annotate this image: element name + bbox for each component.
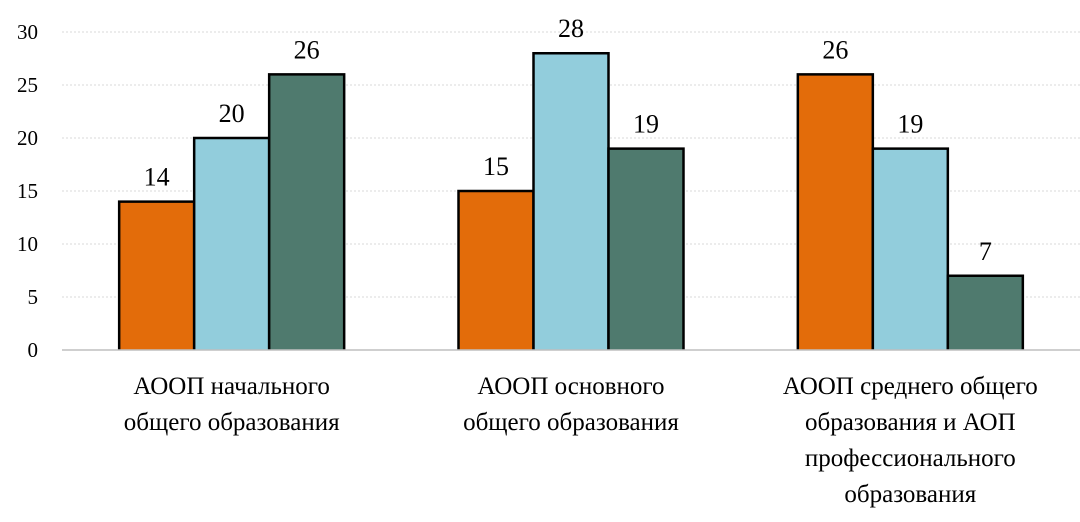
category-label-line: общего образования <box>124 409 340 436</box>
bar <box>533 53 609 350</box>
bar-outline <box>607 147 685 350</box>
y-tick-label: 30 <box>17 20 38 44</box>
category-label-line: общего образования <box>463 409 679 436</box>
bar <box>947 275 1023 350</box>
bar <box>194 138 270 350</box>
data-label: 14 <box>144 163 170 192</box>
bar-outline <box>871 147 950 350</box>
data-label: 15 <box>483 152 509 181</box>
y-tick-label: 20 <box>17 126 38 150</box>
category-label-line: образования и АОП <box>805 409 1016 436</box>
data-label: 26 <box>822 35 848 64</box>
bar <box>797 74 873 351</box>
bar <box>608 148 684 350</box>
bar <box>269 74 345 351</box>
bar <box>119 201 195 350</box>
data-label: 20 <box>219 99 245 128</box>
category-label-line: образования <box>844 481 976 508</box>
bar-outline <box>946 274 1025 350</box>
y-tick-label: 25 <box>17 73 38 97</box>
bars <box>117 51 1025 351</box>
category-label: АООП начального общего образования <box>124 373 340 436</box>
bar-outline <box>267 73 346 350</box>
y-tick-label: 0 <box>28 338 39 362</box>
category-label: АООП среднего общего образования и АОП про… <box>783 373 1038 508</box>
y-axis-tick-labels: 0 5 10 15 20 25 30 <box>17 20 38 362</box>
data-label: 26 <box>294 35 320 64</box>
y-tick-label: 5 <box>28 285 39 309</box>
data-label: 19 <box>633 110 659 139</box>
category-label-line: АООП начального <box>133 373 329 400</box>
category-label-line: профессионального <box>805 445 1016 472</box>
bar <box>872 148 948 350</box>
data-label: 7 <box>979 237 992 266</box>
category-label: АООП основного общего образования <box>463 373 679 436</box>
data-label: 19 <box>897 110 923 139</box>
data-labels: 14 20 26 15 28 19 26 19 7 <box>144 14 992 266</box>
category-label-line: АООП среднего общего <box>783 373 1038 400</box>
category-label-line: АООП основного <box>477 373 664 400</box>
data-label: 28 <box>558 14 584 43</box>
y-tick-label: 15 <box>17 179 38 203</box>
bar <box>458 191 534 350</box>
y-tick-label: 10 <box>17 232 38 256</box>
